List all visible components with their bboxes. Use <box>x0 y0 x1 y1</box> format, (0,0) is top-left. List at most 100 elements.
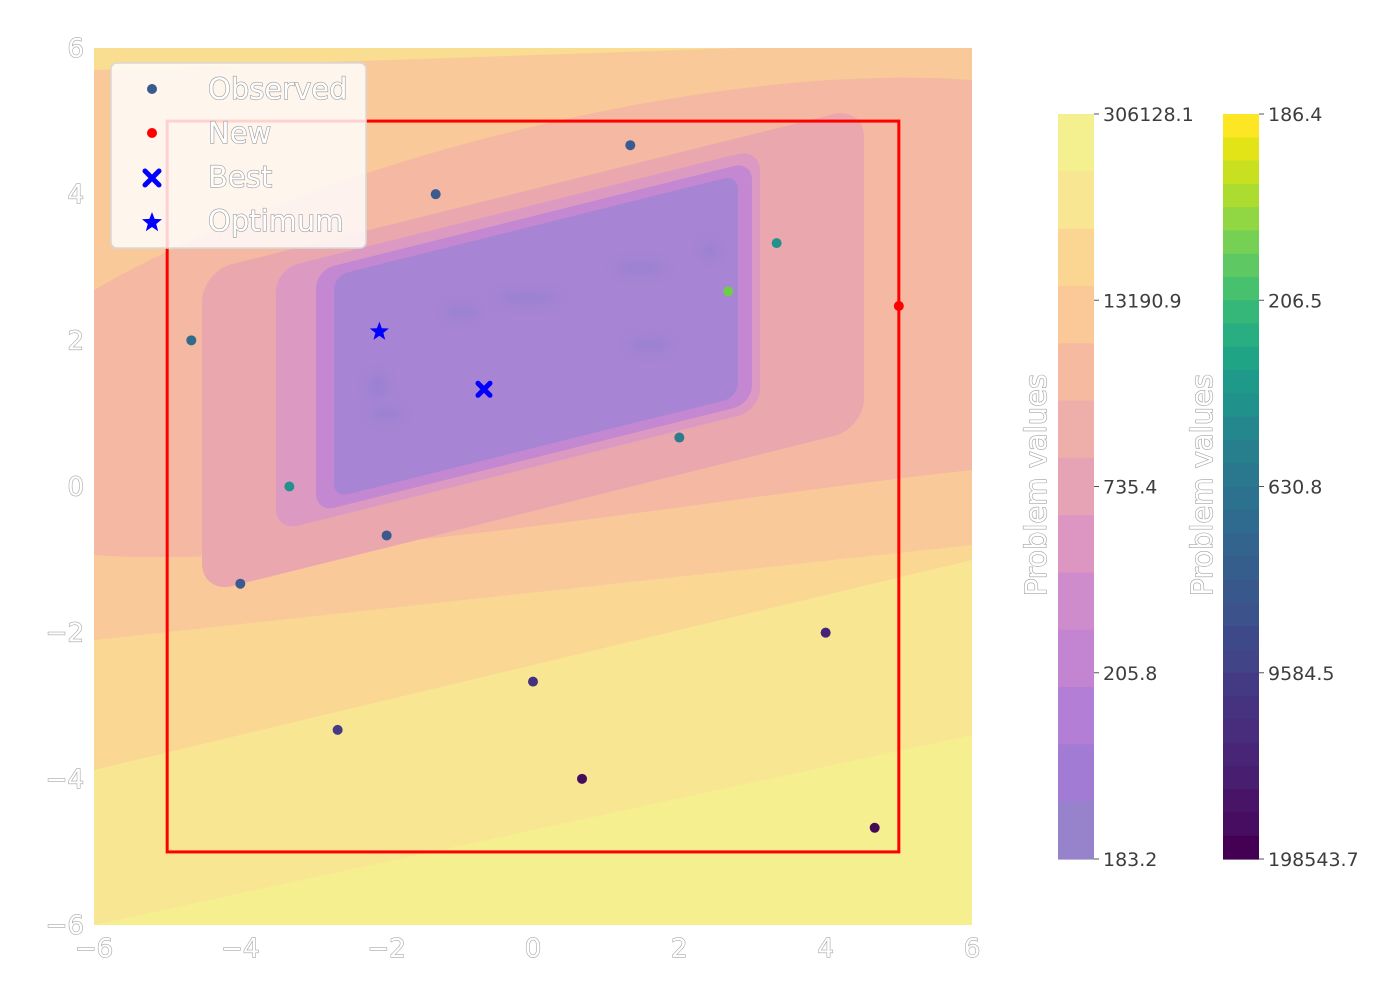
x-tick-label: −4 <box>221 934 259 964</box>
y-tick-label: 6 <box>67 34 84 64</box>
observed-point-7 <box>381 530 392 541</box>
colorbar-segment <box>1223 439 1259 464</box>
optimum-point-0 <box>369 321 389 340</box>
colorbar-segment <box>1058 801 1094 860</box>
colorbar-segment <box>1223 579 1259 604</box>
x-axis: −6 −4 −2 0 2 4 6 <box>74 933 981 964</box>
colorbar-segment <box>1223 276 1259 301</box>
colorbar-tick-label: 198543.7 <box>1268 849 1359 871</box>
contour-speckle <box>368 242 718 420</box>
legend-marker-observed <box>147 84 157 94</box>
colorbar-tick-label: 183.2 <box>1103 849 1157 871</box>
colorbar-tick-label: 206.5 <box>1268 290 1322 312</box>
legend-box <box>110 62 367 249</box>
legend-marker-optimum <box>142 212 162 232</box>
colorbar-segment <box>1058 171 1094 230</box>
observed-point-5 <box>674 432 685 443</box>
colorbar-segment <box>1058 515 1094 574</box>
colorbar-segment <box>1223 649 1259 674</box>
colorbar-segment <box>1223 393 1259 418</box>
colorbar-segment <box>1223 696 1259 720</box>
y-tick-label: 4 <box>67 180 84 210</box>
legend-label-best: Best <box>208 160 272 194</box>
colorbar-segment <box>1223 509 1259 534</box>
y-tick-label: −2 <box>46 619 84 649</box>
x-tick-label: 2 <box>671 934 688 964</box>
colorbar-tick-label: 13190.9 <box>1103 290 1182 312</box>
x-tick-label: 6 <box>964 934 981 964</box>
colorbar-segment <box>1223 626 1259 651</box>
legend-label-observed: Observed <box>208 72 348 106</box>
colorbar-segment <box>1223 789 1259 814</box>
colorbar-tick-label: 9584.5 <box>1268 663 1334 685</box>
legend-label-optimum: Optimum <box>208 204 344 238</box>
colorbar-segment <box>1223 346 1259 371</box>
colorbar-segment <box>1223 463 1259 488</box>
colorbar-segment <box>1058 457 1094 516</box>
new-point-0 <box>893 300 904 311</box>
x-tick-label: −2 <box>368 934 406 964</box>
colorbar-segment <box>1223 602 1259 627</box>
colorbar-segment <box>1223 207 1259 232</box>
colorbar-segment <box>1058 285 1094 344</box>
observed-point-11 <box>332 724 343 735</box>
y-tick-label: −6 <box>46 911 84 941</box>
x-tick-label: −6 <box>75 934 113 964</box>
y-tick-label: 0 <box>67 473 84 503</box>
colorbar-segment <box>1223 486 1259 511</box>
observed-point-3 <box>723 286 734 297</box>
colorbar-segment <box>1223 719 1259 744</box>
colorbar-segment <box>1223 556 1259 581</box>
legend-marker-new <box>147 128 157 138</box>
colorbar-tick-label: 735.4 <box>1103 477 1157 499</box>
colorbar-segment <box>1223 137 1259 162</box>
colorbar-segment <box>1223 114 1259 138</box>
colorbar-segment <box>1223 160 1259 185</box>
y-tick-label: 2 <box>67 326 84 356</box>
colorbar-segment <box>1223 742 1259 767</box>
legend: Observed New Best Optimum <box>110 62 367 249</box>
colorbar-1-label: Problem values <box>1019 374 1053 596</box>
x-tick-label: 0 <box>525 934 542 964</box>
colorbar-segment <box>1223 253 1259 278</box>
observed-point-1 <box>430 189 441 200</box>
colorbar-segment <box>1223 533 1259 557</box>
colorbar-segment <box>1223 416 1259 441</box>
x-tick-label: 4 <box>817 934 834 964</box>
colorbar-segment <box>1223 765 1259 790</box>
observed-point-6 <box>284 481 295 492</box>
colorbar-segment <box>1223 300 1259 325</box>
y-axis: 6 4 2 0 −2 −4 −6 <box>45 33 85 941</box>
observed-point-8 <box>235 578 246 589</box>
colorbar-tick-label: 186.4 <box>1268 104 1322 126</box>
colorbar-tick-label: 306128.1 <box>1103 104 1194 126</box>
bounds-box <box>165 119 901 854</box>
colorbar-viridis: 186.4 206.5 630.8 9584.5 198543.7 <box>1223 104 1359 871</box>
colorbar-2-label: Problem values <box>1185 374 1219 596</box>
colorbar-segment <box>1058 114 1094 172</box>
colorbar-segment <box>1223 370 1259 394</box>
observed-point-2 <box>771 238 782 249</box>
observed-point-9 <box>820 627 831 638</box>
colorbar-tick-label: 630.8 <box>1268 477 1322 499</box>
colorbar-segment <box>1223 835 1259 860</box>
colorbar-segment <box>1223 230 1259 255</box>
observed-point-10 <box>528 676 538 687</box>
observed-point-4 <box>186 335 197 346</box>
colorbar-segment <box>1058 343 1094 402</box>
colorbar-segment <box>1223 672 1259 697</box>
colorbar-segment <box>1223 812 1259 837</box>
observed-point-13 <box>869 822 880 833</box>
legend-marker-best <box>142 168 162 188</box>
best-point-0 <box>475 380 493 398</box>
observed-point-0 <box>625 140 636 151</box>
colorbar-tick-label: 205.8 <box>1103 663 1157 685</box>
colorbar-segment <box>1223 183 1259 208</box>
colorbar-segment <box>1058 629 1094 688</box>
observed-point-12 <box>577 773 588 784</box>
scatter-points <box>186 140 904 833</box>
colorbar-segment <box>1058 687 1094 745</box>
colorbar-segment <box>1058 572 1094 631</box>
colorbar-segment <box>1058 744 1094 803</box>
